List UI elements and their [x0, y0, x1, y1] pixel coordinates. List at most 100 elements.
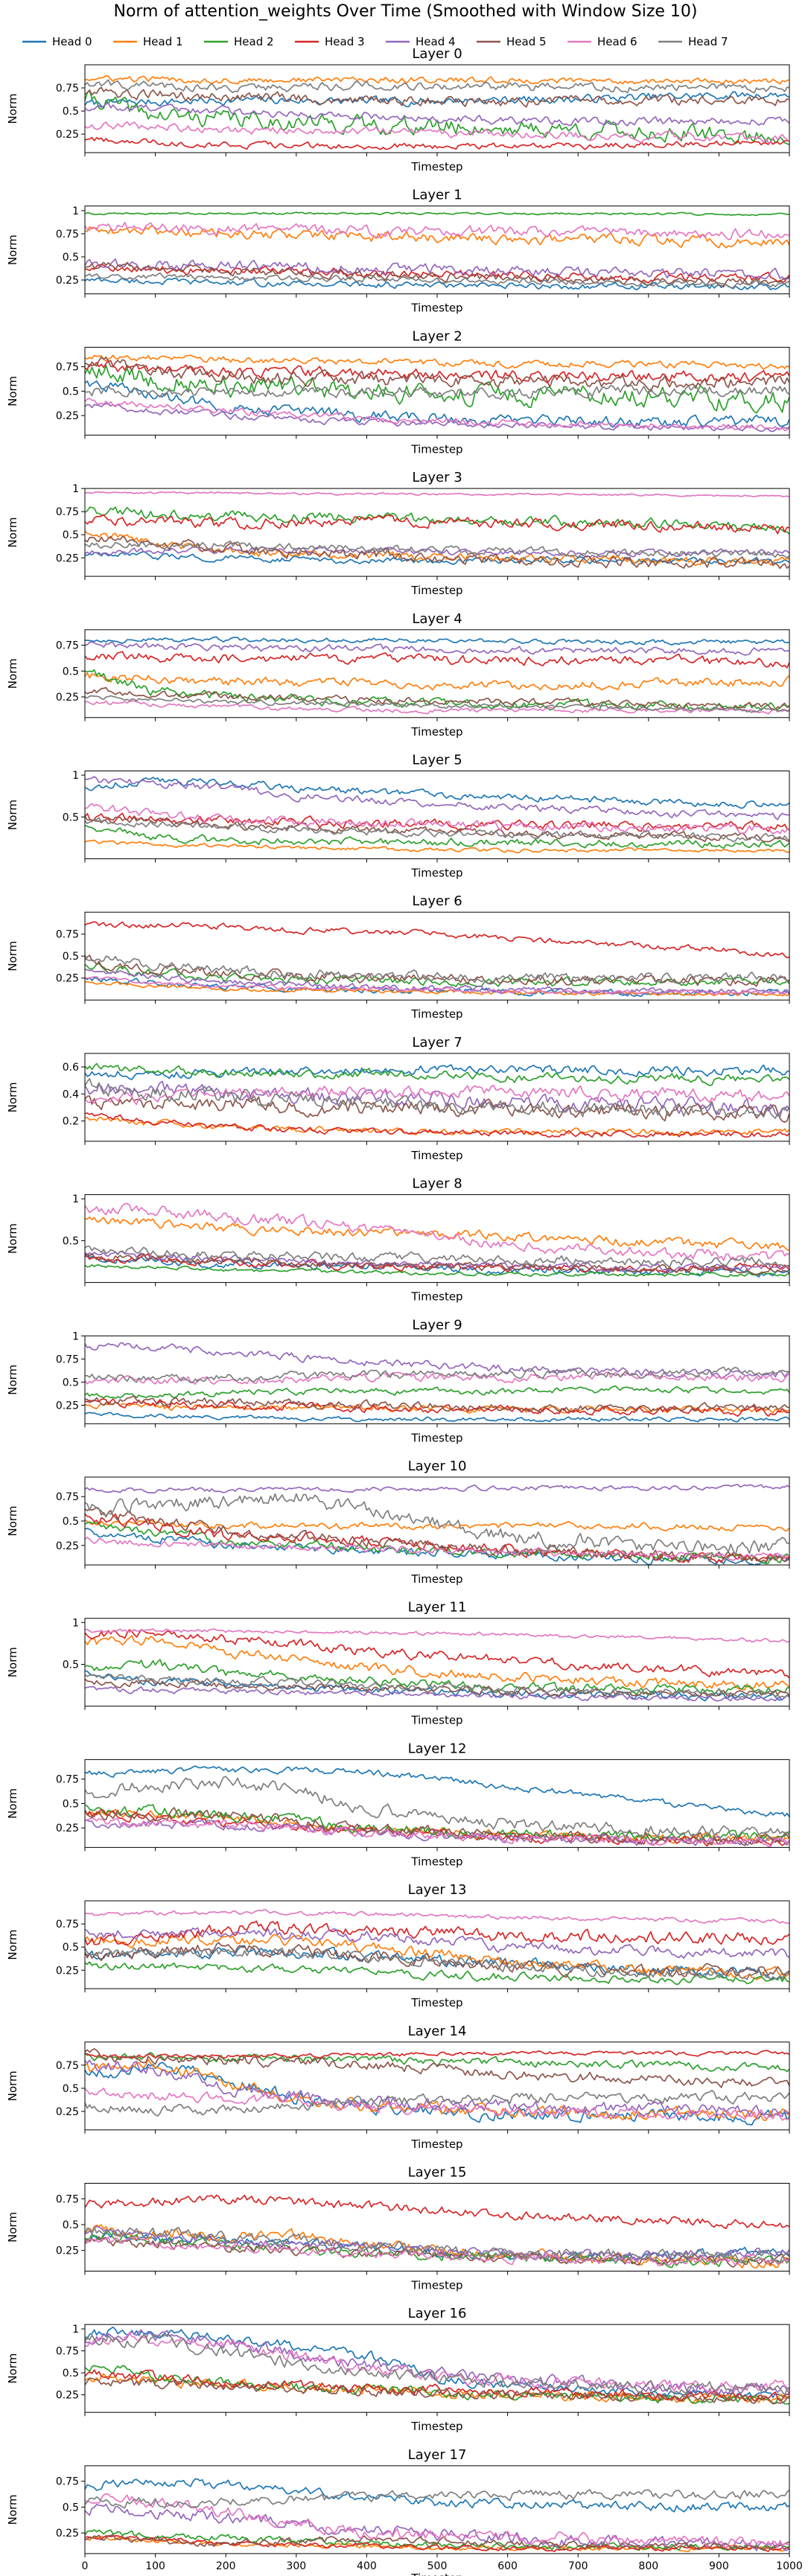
y-tick-label: 0.5: [63, 1942, 79, 1954]
series-line-head-6: [85, 1627, 789, 1643]
subplot-title: Layer 9: [412, 1317, 462, 1333]
series-line-head-7: [85, 541, 789, 559]
series-line-head-0: [85, 1528, 789, 1565]
x-axis-label: Timestep: [410, 160, 462, 173]
y-tick-label: 0.5: [63, 1798, 79, 1810]
series-line-head-5: [85, 1253, 789, 1276]
x-tick-label: 200: [216, 2560, 236, 2572]
series-line-head-0: [85, 1253, 789, 1278]
subplot-layer-2: Layer 2 0.25 0.5 0.75 Timestep Norm: [6, 328, 790, 456]
y-tick-label: 0.5: [63, 2083, 79, 2095]
x-tick-label: 600: [497, 2560, 518, 2572]
subplot-title: Layer 17: [408, 2447, 467, 2463]
series-lines: [85, 491, 789, 570]
legend-label: Head 4: [416, 35, 456, 48]
y-tick-label: 0.25: [56, 2106, 79, 2118]
series-line-head-2: [85, 669, 789, 712]
series-line-head-0: [85, 1412, 789, 1423]
series-lines: [85, 1202, 789, 1278]
y-tick-label: 0.5: [63, 2502, 79, 2513]
series-line-head-2: [85, 89, 789, 146]
x-axis-label: Timestep: [410, 725, 462, 739]
legend-label: Head 7: [688, 35, 728, 48]
series-line-head-6: [85, 1536, 789, 1561]
series-lines: [85, 1483, 789, 1565]
series-line-head-1: [85, 1933, 789, 1980]
series-line-head-3: [85, 514, 789, 535]
series-line-head-5: [85, 1095, 789, 1123]
y-axis-label: Norm: [6, 800, 19, 830]
subplot-layer-16: Layer 16 0.25 0.5 0.75 1 Timestep Norm: [6, 2306, 790, 2433]
subplot-title: Layer 8: [412, 1176, 462, 1192]
subplot-title: Layer 16: [408, 2306, 467, 2321]
y-tick-label: 0.75: [56, 229, 79, 240]
y-tick-label: 0.25: [56, 2528, 79, 2540]
y-tick-label: 0.25: [56, 1540, 79, 1552]
series-line-head-5: [85, 686, 789, 711]
x-tick-label: 0: [82, 2560, 89, 2572]
series-line-head-7: [85, 2227, 789, 2264]
series-lines: [85, 1627, 789, 1702]
series-line-head-1: [85, 1634, 789, 1691]
series-line-head-1: [85, 672, 789, 691]
series-line-head-6: [85, 803, 789, 835]
series-line-head-6: [85, 1202, 789, 1262]
axes-frame: [84, 1053, 790, 1142]
series-line-head-5: [85, 2377, 789, 2405]
series-line-head-1: [85, 74, 789, 85]
series-line-head-6: [85, 221, 789, 240]
series-line-head-5: [85, 535, 789, 570]
y-axis-label: Norm: [6, 1647, 19, 1677]
series-line-head-5: [85, 356, 789, 392]
series-line-head-3: [85, 921, 789, 959]
series-line-head-0: [85, 2478, 789, 2513]
series-line-head-1: [85, 354, 789, 370]
subplot-layer-13: Layer 13 0.25 0.5 0.75 Timestep Norm: [6, 1882, 790, 2009]
series-line-head-6: [85, 2493, 789, 2549]
series-lines: [85, 776, 789, 854]
axes-frame: [84, 64, 790, 153]
series-lines: [85, 1909, 789, 1986]
subplot-title: Layer 12: [408, 1741, 467, 1756]
y-axis-label: Norm: [6, 1082, 19, 1112]
y-axis-label: Norm: [6, 658, 19, 689]
y-axis-label: Norm: [6, 941, 19, 972]
series-line-head-6: [85, 1817, 789, 1847]
y-axis-label: Norm: [6, 2494, 19, 2525]
series-line-head-3: [85, 1920, 789, 1946]
y-tick-label: 0.75: [56, 929, 79, 941]
series-line-head-2: [85, 211, 789, 217]
y-axis-label: Norm: [6, 517, 19, 548]
x-axis-label: Timestep: [410, 2572, 462, 2576]
y-axis-label: Norm: [6, 94, 19, 124]
subplot-title: Layer 5: [412, 753, 462, 768]
series-line-head-5: [85, 2236, 789, 2269]
x-axis-label: Timestep: [410, 1572, 462, 1586]
x-tick-label: 100: [145, 2560, 165, 2572]
subplot-title: Layer 11: [408, 1600, 467, 1616]
series-line-head-6: [85, 1909, 789, 1925]
legend-label: Head 1: [143, 35, 183, 48]
series-line-head-4: [85, 641, 789, 656]
y-tick-label: 0.25: [56, 129, 79, 141]
series-lines: [85, 1765, 789, 1847]
series-line-head-1: [85, 1117, 789, 1137]
subplot-title: Layer 6: [412, 893, 462, 909]
y-tick-label: 0.5: [63, 812, 79, 823]
x-tick-label: 500: [427, 2560, 448, 2572]
series-lines: [85, 921, 789, 998]
series-lines: [85, 1062, 789, 1138]
x-axis-label: Timestep: [410, 442, 462, 456]
series-line-head-3: [85, 1398, 789, 1417]
y-tick-label: 0.4: [63, 1088, 79, 1100]
y-tick-label: 0.75: [56, 83, 79, 95]
series-line-head-0: [85, 636, 789, 646]
series-line-head-4: [85, 1927, 789, 1960]
subplot-title: Layer 13: [408, 1882, 467, 1898]
series-line-head-6: [85, 700, 789, 715]
subplot-layer-6: Layer 6 0.25 0.5 0.75 Timestep Norm: [6, 893, 790, 1021]
y-tick-label: 0.25: [56, 2245, 79, 2257]
series-line-head-7: [85, 1078, 789, 1119]
series-line-head-3: [85, 2535, 789, 2552]
